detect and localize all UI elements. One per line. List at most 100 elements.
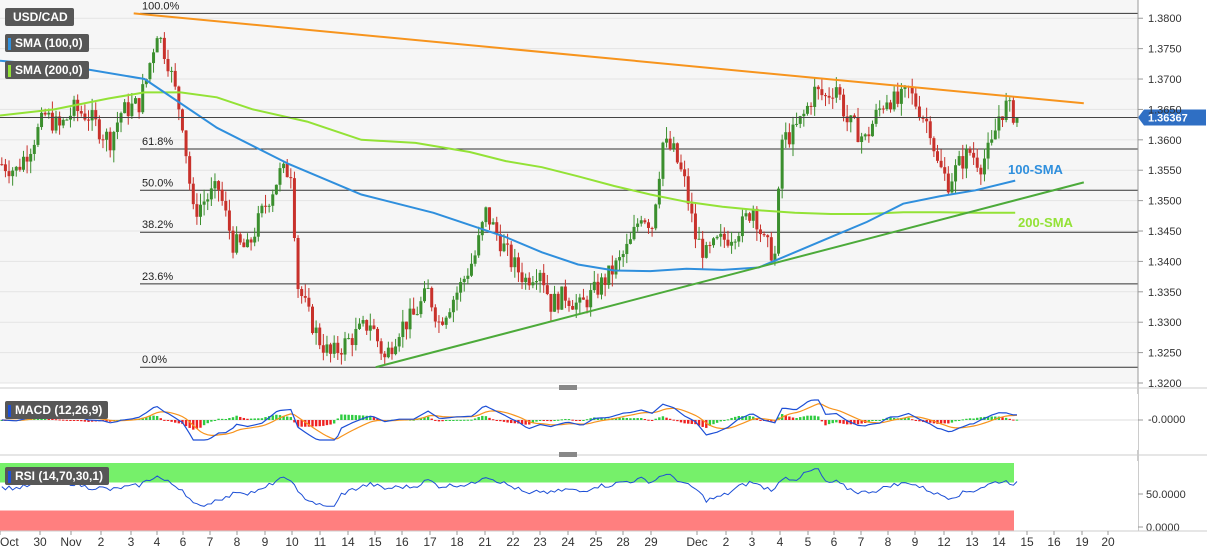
candle-body: [744, 213, 748, 217]
candle-body: [910, 87, 914, 94]
macd-histogram-bar: [47, 418, 50, 420]
macd-histogram-bar: [889, 417, 892, 420]
candle-body: [180, 109, 184, 131]
candle-body: [737, 236, 741, 242]
x-tick-label: 22: [506, 535, 520, 549]
candle-body: [137, 98, 141, 113]
macd-histogram-bar: [892, 417, 896, 420]
macd-histogram-bar: [640, 418, 643, 420]
macd-histogram-bar: [556, 419, 560, 421]
macd-histogram-bar: [76, 420, 79, 421]
x-tick-label: 13: [965, 535, 979, 549]
fib-level-label: 23.6%: [142, 271, 173, 283]
macd-histogram-bar: [220, 418, 224, 420]
macd-histogram-bar: [376, 418, 379, 420]
candle-body: [1011, 100, 1015, 123]
macd-histogram-bar: [40, 418, 43, 420]
candle-body: [939, 160, 943, 168]
macd-tag[interactable]: MACD (12,26,9): [5, 401, 109, 419]
candle-body: [372, 325, 376, 329]
x-tick-label: 4: [777, 535, 784, 549]
candle-body: [267, 205, 271, 207]
rsi-tick-label: 50.0000: [1146, 489, 1186, 501]
symbol-label: USD/CAD: [13, 10, 68, 24]
macd-histogram-bar: [871, 420, 874, 422]
candle-body: [300, 289, 304, 297]
candle-body: [477, 235, 481, 256]
macd-histogram-bar: [650, 420, 654, 421]
candle-body: [520, 272, 524, 283]
candle-body: [917, 106, 921, 118]
candle-body: [961, 156, 965, 169]
macd-histogram-bar: [351, 414, 354, 420]
candle-body: [54, 116, 58, 131]
candle-body: [527, 277, 531, 286]
macd-histogram-bar: [957, 420, 961, 421]
macd-histogram-bar: [752, 416, 755, 420]
x-tick-label: 7: [858, 535, 865, 549]
macd-histogram-bar: [708, 420, 712, 426]
candle-body: [982, 158, 986, 175]
macd-histogram-bar: [311, 420, 314, 427]
sma100-tag[interactable]: SMA (100,0): [5, 34, 89, 52]
candle-body: [123, 102, 127, 114]
candle-body: [376, 328, 380, 342]
sma100-annotation: 100-SMA: [1008, 162, 1064, 177]
candle-body: [748, 213, 752, 221]
sma200-tag[interactable]: SMA (200,0): [5, 61, 89, 79]
candle-body: [444, 317, 448, 325]
candle-body: [650, 227, 654, 229]
candle-body: [383, 353, 387, 358]
macd-histogram-bar: [217, 418, 220, 420]
candle-body: [307, 297, 311, 307]
candle-body: [856, 117, 860, 143]
candle-body: [780, 139, 784, 189]
candle-body: [502, 243, 506, 252]
macd-histogram-bar: [466, 419, 470, 421]
candle-body: [50, 112, 54, 131]
x-tick-label: 3: [749, 535, 756, 549]
macd-histogram-bar: [369, 416, 372, 420]
annotations: 100-SMA 200-SMA: [1008, 162, 1074, 230]
candle-body: [217, 181, 221, 190]
macd-histogram-bar: [1004, 417, 1008, 420]
rsi-tag[interactable]: RSI (14,70,30,1): [5, 467, 110, 485]
candle-body: [310, 306, 314, 334]
macd-histogram-bar: [585, 419, 589, 421]
macd-histogram-bar: [361, 415, 365, 420]
symbol-tag[interactable]: USD/CAD: [5, 8, 74, 26]
candle-body: [943, 167, 947, 174]
main-macd-separator-handle: [559, 385, 577, 390]
x-tick-label: 15: [368, 535, 382, 549]
candle-body: [860, 136, 864, 143]
macd-rsi-separator-handle: [559, 452, 577, 457]
candle-body: [141, 84, 145, 113]
candle-body: [108, 131, 112, 151]
macd-histogram-bar: [925, 420, 928, 423]
macd-histogram-bar: [723, 420, 726, 421]
candle-body: [256, 213, 260, 237]
macd-histogram-bar: [170, 420, 173, 422]
candle-body: [834, 87, 838, 98]
x-tick-label: 2: [98, 535, 105, 549]
candle-body: [303, 296, 307, 298]
candle-body: [621, 254, 625, 258]
candle-body: [152, 52, 156, 64]
rsi-pane: 50.0000 0.0000: [0, 461, 1186, 534]
candle-body: [596, 281, 600, 295]
sma200-annotation: 200-SMA: [1018, 215, 1074, 230]
macd-histogram-bar: [434, 420, 437, 421]
candle-body: [661, 142, 665, 179]
candle-body: [824, 95, 828, 97]
candle-body: [773, 253, 777, 261]
candle-body: [964, 149, 968, 169]
macd-histogram-bar: [546, 420, 549, 422]
macd-histogram-bar: [791, 417, 795, 420]
x-tick-label: 9: [912, 535, 919, 549]
candle-body: [199, 204, 203, 217]
x-tick-label: 23: [533, 535, 547, 549]
macd-histogram-bar: [911, 419, 914, 421]
x-tick-label: 29: [644, 535, 658, 549]
x-tick-label: Nov: [60, 535, 81, 549]
candle-body: [455, 292, 459, 300]
